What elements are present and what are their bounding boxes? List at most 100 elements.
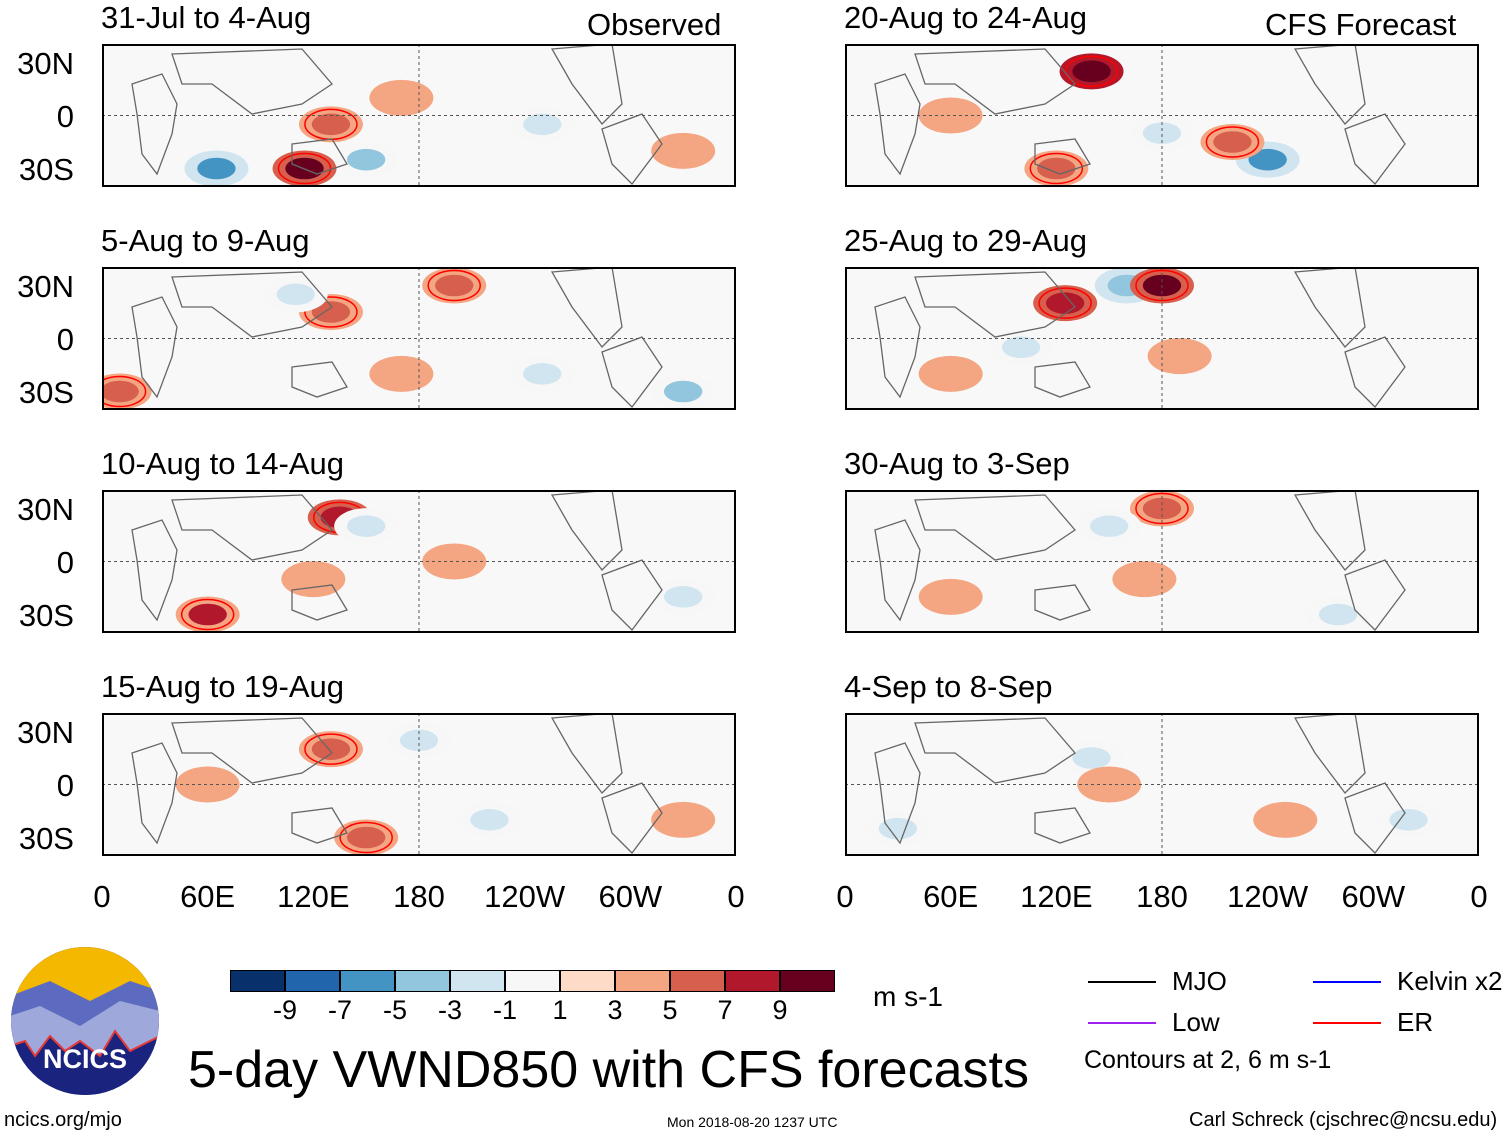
legend-line [1313, 981, 1381, 983]
lon-tick-label: 120W [484, 879, 566, 914]
anomaly-patch [1248, 148, 1287, 171]
coastline [874, 742, 921, 845]
coastline [1344, 559, 1406, 631]
ncics-logo: NCICS [11, 947, 159, 1095]
anomaly-patch [1089, 515, 1129, 537]
legend-line [1088, 1022, 1156, 1024]
coastline [171, 271, 333, 338]
map-panel [845, 267, 1479, 410]
colorbar-units: m s-1 [873, 981, 943, 1012]
footer-author: Carl Schreck (cjschrec@ncsu.edu) [1189, 1109, 1498, 1131]
er-contour [427, 269, 481, 302]
colorbar-label: -7 [327, 995, 353, 1025]
coastline [131, 742, 178, 845]
lat-tick-label: 30S [18, 820, 74, 856]
lat-tick-label: 30S [18, 597, 74, 633]
lon-tick-label: 180 [1136, 879, 1188, 914]
map-panel [102, 44, 736, 187]
panel-title: 25-Aug to 29-Aug [844, 223, 1088, 258]
anomaly-patch [435, 274, 474, 297]
anomaly-patch [1142, 122, 1182, 144]
er-contour [1038, 287, 1092, 319]
anomaly-patch [382, 87, 421, 109]
er-contour [1064, 55, 1119, 88]
colorbar-label: -3 [437, 995, 463, 1025]
coastline [291, 584, 348, 621]
coastline [601, 559, 663, 631]
coastline [291, 807, 348, 844]
lon-tick-label: 180 [393, 879, 445, 914]
lon-tick-label: 120E [277, 879, 350, 914]
anomaly-patch [931, 104, 970, 127]
anomaly-patch [188, 773, 227, 796]
map-panel [845, 713, 1479, 856]
contour-note: Contours at 2, 6 m s-1 [1084, 1046, 1332, 1074]
coastline [1344, 782, 1406, 854]
footer-url[interactable]: ncics.org/mjo [4, 1109, 122, 1131]
map-panel [845, 44, 1479, 187]
coastline [131, 73, 178, 176]
coastline [601, 113, 663, 185]
lon-tick-label: 120W [1227, 879, 1309, 914]
anomaly-patch [346, 826, 386, 849]
lat-tick-label: 30N [17, 45, 74, 81]
lat-tick-label: 30N [17, 491, 74, 527]
legend-label: ER [1397, 1007, 1434, 1037]
anomaly-patch [1125, 568, 1164, 590]
lon-tick-label: 60E [180, 879, 236, 914]
anomaly-patch [663, 140, 703, 162]
coastline [914, 494, 1076, 561]
coastline [131, 296, 178, 399]
anomaly-patch [663, 809, 703, 831]
coastline [601, 336, 663, 408]
panel-title: 20-Aug to 24-Aug [844, 0, 1088, 35]
er-contour [304, 296, 358, 328]
anomaly-patch [1045, 292, 1085, 314]
anomaly-patch [663, 586, 703, 608]
colorbar-label: 1 [552, 995, 568, 1025]
lon-tick-label: 60W [598, 879, 663, 914]
lon-tick-label: 0 [836, 879, 854, 914]
anomaly-patch [1160, 345, 1199, 367]
er-contour [339, 821, 393, 854]
legend-line [1088, 981, 1156, 983]
panel-title: 31-Jul to 4-Aug [101, 0, 312, 35]
colorbar-swatch [670, 970, 725, 992]
anomaly-patch [294, 568, 333, 590]
map-panel [102, 713, 736, 856]
colorbar-swatch [560, 970, 615, 992]
anomaly-patch [663, 380, 703, 403]
er-contour [1205, 126, 1260, 158]
anomaly-patch [1213, 131, 1252, 153]
coastline [291, 361, 348, 398]
panel-title: 5-Aug to 9-Aug [101, 223, 310, 258]
lat-tick-label: 0 [56, 321, 74, 357]
lat-tick-label: 0 [56, 544, 74, 580]
er-contour [304, 733, 358, 765]
lon-tick-label: 120E [1020, 879, 1093, 914]
anomaly-patch [102, 380, 139, 403]
er-contour [1135, 269, 1189, 302]
anomaly-patch [188, 603, 227, 626]
anomaly-patch [931, 363, 970, 385]
colorbar-swatch [725, 970, 780, 992]
colorbar-label: -5 [382, 995, 408, 1025]
legend-label: MJO [1172, 966, 1227, 996]
legend-label: Low [1172, 1007, 1220, 1037]
coastline [131, 519, 178, 622]
map-panel [845, 490, 1479, 633]
lat-tick-label: 30S [18, 374, 74, 410]
legend-line [1313, 1022, 1381, 1024]
lon-tick-label: 60W [1341, 879, 1406, 914]
lat-tick-label: 30N [17, 714, 74, 750]
coastline [171, 48, 333, 115]
lon-tick-label: 0 [727, 879, 745, 914]
coastline [1034, 584, 1091, 621]
logo-text: NCICS [43, 1044, 127, 1074]
coastline [874, 296, 921, 399]
colorbar-swatch [230, 970, 285, 992]
anomaly-patch [311, 301, 351, 323]
anomaly-patch [311, 738, 351, 760]
lon-tick-label: 0 [1470, 879, 1488, 914]
